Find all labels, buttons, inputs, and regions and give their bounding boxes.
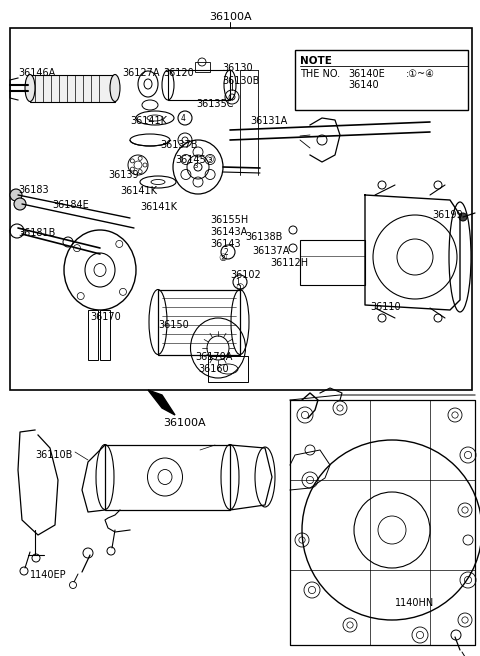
Ellipse shape [25,75,35,102]
Text: 36140E: 36140E [348,69,385,79]
Text: 36100A: 36100A [163,418,205,428]
Bar [100,310,110,360]
Text: 36141K: 36141K [120,186,157,196]
Text: NOTE: NOTE [300,56,332,66]
Ellipse shape [110,75,120,102]
Bar [195,62,210,72]
Text: 36130B: 36130B [222,76,259,86]
Bar [295,50,468,110]
Text: :①~④: :①~④ [406,69,435,79]
Text: 36110: 36110 [370,302,401,312]
Text: 36170: 36170 [90,312,121,322]
Text: 36141K: 36141K [140,202,177,212]
Text: 36199: 36199 [432,210,463,220]
Bar [158,290,240,355]
Text: 36102: 36102 [230,270,261,280]
Text: 36184E: 36184E [52,200,89,210]
Text: 36131A: 36131A [250,116,287,126]
Text: 36100A: 36100A [209,12,252,22]
Bar [300,240,365,285]
Text: 36110B: 36110B [35,450,72,460]
Bar [208,356,248,382]
Text: 36141K: 36141K [130,116,167,126]
Text: 36150: 36150 [158,320,189,330]
Text: 36160: 36160 [198,364,228,374]
Text: 36137B: 36137B [160,140,197,150]
Text: THE NO.: THE NO. [300,69,340,79]
Bar [168,70,230,100]
Text: 36112H: 36112H [270,258,308,268]
Text: 36127A: 36127A [122,68,159,78]
Text: 36143A: 36143A [210,227,247,237]
Polygon shape [148,390,175,415]
Text: 36120: 36120 [163,68,194,78]
Text: 36143: 36143 [210,239,240,249]
Text: 36146A: 36146A [18,68,55,78]
Text: 36145③: 36145③ [175,155,215,165]
Text: 3: 3 [194,163,198,169]
Text: 36137A: 36137A [252,246,289,256]
Text: 36130: 36130 [222,63,252,73]
Bar [30,75,115,102]
Bar [10,28,472,390]
Text: 1140HN: 1140HN [395,598,434,608]
Text: 36181B: 36181B [18,228,55,238]
Circle shape [459,213,467,221]
Bar [88,310,98,360]
Text: 36139: 36139 [108,170,139,180]
Text: 36135C: 36135C [196,99,233,109]
Text: ①: ① [235,283,244,293]
Circle shape [14,198,26,210]
Text: 36183: 36183 [18,185,48,195]
Text: 36138B: 36138B [245,232,282,242]
Text: 36140: 36140 [348,80,379,90]
Text: 2: 2 [224,248,228,257]
Text: ②: ② [218,253,227,263]
Text: 4: 4 [180,114,185,123]
Text: 36155H: 36155H [210,215,248,225]
Text: 1140EP: 1140EP [30,570,67,580]
Circle shape [10,189,22,201]
Text: 1: 1 [236,278,240,287]
Text: 36170A: 36170A [195,352,232,362]
Bar [105,445,230,510]
